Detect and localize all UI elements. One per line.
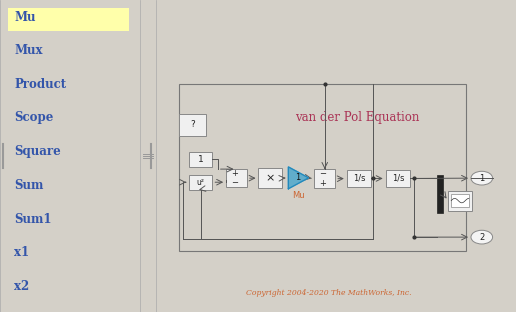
Bar	[451, 194, 469, 207]
Bar	[448, 191, 472, 211]
Text: ×: ×	[266, 173, 275, 183]
Text: −: −	[231, 178, 238, 187]
Text: x1: x1	[14, 246, 29, 259]
Text: 1: 1	[479, 174, 485, 183]
Bar	[314, 169, 335, 188]
Bar	[347, 170, 371, 187]
Text: 2: 2	[479, 233, 485, 241]
Text: Sum: Sum	[14, 179, 43, 192]
Polygon shape	[288, 167, 309, 189]
Text: 1/s: 1/s	[392, 174, 404, 183]
Bar	[226, 169, 247, 187]
Text: u²: u²	[197, 178, 205, 187]
Ellipse shape	[471, 230, 493, 244]
Text: Square: Square	[14, 145, 61, 158]
Bar	[385, 170, 410, 187]
Text: Copyright 2004-2020 The MathWorks, Inc.: Copyright 2004-2020 The MathWorks, Inc.	[246, 289, 411, 297]
Text: Sum1: Sum1	[14, 212, 52, 226]
Bar	[259, 168, 282, 188]
Text: Mu: Mu	[292, 191, 305, 199]
Bar	[189, 175, 213, 190]
Text: van der Pol Equation: van der Pol Equation	[295, 111, 420, 124]
Text: 1: 1	[295, 173, 300, 182]
Text: +: +	[319, 179, 327, 188]
Text: 1/s: 1/s	[353, 174, 365, 183]
Bar	[179, 84, 465, 251]
Text: Scope: Scope	[14, 111, 54, 124]
Text: Mux: Mux	[14, 44, 42, 57]
Text: 1: 1	[198, 155, 203, 164]
Text: Product: Product	[14, 78, 66, 91]
Text: Mu: Mu	[14, 11, 36, 24]
Text: −: −	[319, 169, 327, 178]
Bar	[437, 175, 443, 213]
Bar	[8, 8, 129, 31]
Text: +: +	[231, 169, 238, 178]
Bar	[189, 152, 213, 167]
Text: x2: x2	[14, 280, 29, 293]
Ellipse shape	[471, 171, 493, 185]
Text: ?: ?	[190, 120, 195, 129]
Bar	[179, 114, 206, 136]
